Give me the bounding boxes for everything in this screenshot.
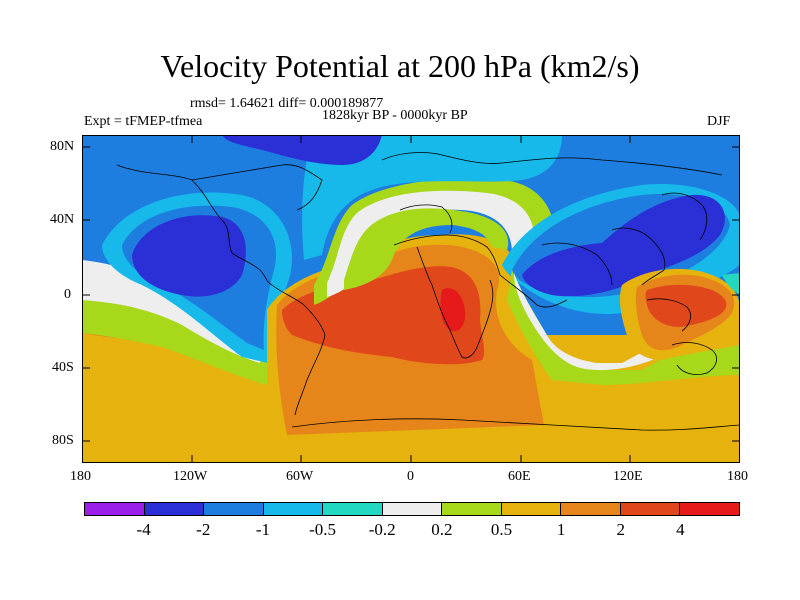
colorbar-swatch bbox=[561, 503, 621, 515]
colorbar-label: -4 bbox=[136, 520, 151, 539]
colorbar-swatch bbox=[85, 503, 145, 515]
experiment-label: Expt = tFMEP-tfmea bbox=[84, 114, 203, 129]
colorbar-label: 0.2 bbox=[431, 520, 453, 539]
colorbar bbox=[84, 502, 740, 516]
colorbar-swatch bbox=[144, 503, 205, 515]
colorbar-swatch bbox=[323, 503, 383, 515]
colorbar-swatch bbox=[680, 503, 740, 515]
axis-ticks bbox=[82, 135, 740, 463]
colorbar-label: -0.2 bbox=[368, 520, 396, 539]
colorbar-label: -1 bbox=[255, 520, 270, 539]
colorbar-label: -2 bbox=[196, 520, 211, 539]
x-tick-label: 60E bbox=[508, 469, 531, 484]
colorbar-label: 2 bbox=[616, 520, 625, 539]
stats-text: rmsd= 1.64621 diff= 0.000189877 bbox=[190, 96, 384, 111]
y-tick-label: 0 bbox=[64, 287, 71, 302]
x-tick-label: 120E bbox=[613, 469, 643, 484]
y-tick-label: 80N bbox=[50, 139, 75, 154]
figure-title: Velocity Potential at 200 hPa (km2/s) bbox=[160, 48, 640, 84]
x-tick-label: 180 bbox=[70, 469, 91, 484]
x-tick-label: 0 bbox=[407, 469, 414, 484]
x-tick-label: 120W bbox=[173, 469, 208, 484]
colorbar-swatch bbox=[204, 503, 264, 515]
map-panel bbox=[82, 135, 740, 463]
colorbar-swatch bbox=[620, 503, 681, 515]
colorbar-label: 1 bbox=[556, 520, 566, 539]
y-tick-label: 40N bbox=[50, 212, 75, 227]
colorbar-swatch bbox=[382, 503, 443, 515]
y-tick-label: 40S bbox=[52, 360, 74, 375]
colorbar-label: -0.5 bbox=[309, 520, 336, 539]
colorbar-swatch bbox=[263, 503, 324, 515]
y-tick-label: 80S bbox=[52, 433, 74, 448]
colorbar-label: 0.5 bbox=[490, 520, 513, 539]
colorbar-swatch bbox=[501, 503, 562, 515]
season-label: DJF bbox=[707, 114, 731, 129]
x-tick-label: 180 bbox=[727, 469, 748, 484]
colorbar-label: 4 bbox=[676, 520, 685, 539]
period-text: 1828kyr BP - 0000kyr BP bbox=[322, 108, 468, 123]
field-shading bbox=[82, 135, 740, 463]
x-tick-label: 60W bbox=[286, 469, 314, 484]
coastlines bbox=[116, 152, 740, 431]
colorbar-swatch bbox=[442, 503, 502, 515]
